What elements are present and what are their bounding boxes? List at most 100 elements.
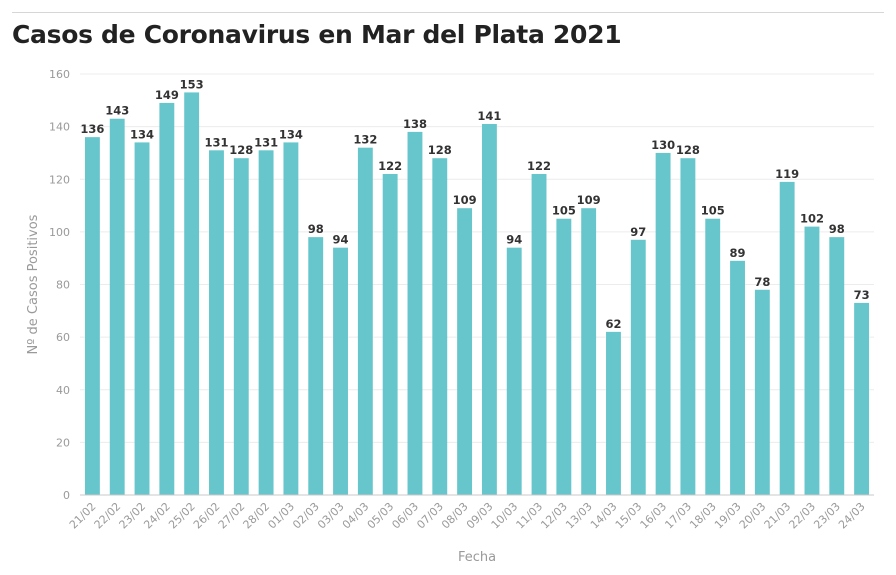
bar (730, 260, 745, 495)
chart-title: Casos de Coronavirus en Mar del Plata 20… (12, 20, 622, 49)
bar (159, 102, 175, 495)
x-tick-label: 20/03 (737, 500, 769, 532)
bar (407, 131, 423, 495)
bar (854, 302, 870, 495)
x-tick-label: 24/03 (836, 500, 868, 532)
bar (432, 158, 448, 495)
top-divider (12, 12, 884, 13)
x-tick-label: 03/03 (315, 500, 347, 532)
y-tick-label: 60 (56, 331, 70, 344)
data-label: 102 (800, 212, 824, 226)
x-tick-label: 06/03 (389, 500, 421, 532)
data-label: 97 (630, 225, 646, 239)
x-tick-label: 25/02 (166, 500, 198, 532)
bar (680, 158, 696, 495)
data-label: 119 (775, 167, 799, 181)
data-label: 109 (453, 193, 477, 207)
data-label: 138 (403, 117, 427, 131)
data-label: 141 (477, 109, 501, 123)
bar (283, 142, 299, 495)
data-label: 134 (130, 127, 154, 141)
y-axis-ticks: 0 20 40 60 80 100 120 140 160 (49, 68, 70, 502)
bar (705, 218, 721, 495)
bar (357, 147, 373, 496)
data-label: 62 (605, 317, 621, 331)
data-label: 98 (308, 222, 324, 236)
y-tick-label: 140 (49, 121, 70, 134)
y-tick-label: 0 (63, 489, 70, 502)
data-label: 131 (204, 135, 228, 149)
data-labels: 1361431341491531311281311349894132122138… (80, 77, 869, 330)
bar (655, 152, 671, 495)
y-tick-label: 160 (49, 68, 70, 81)
x-tick-label: 21/02 (67, 500, 99, 532)
x-tick-label: 27/02 (216, 500, 248, 532)
data-label: 128 (428, 143, 452, 157)
x-axis-title: Fecha (458, 550, 496, 565)
x-tick-label: 13/03 (563, 500, 595, 532)
x-tick-label: 05/03 (365, 500, 397, 532)
x-tick-label: 23/02 (117, 500, 149, 532)
x-tick-label: 02/03 (290, 500, 322, 532)
x-tick-label: 01/03 (265, 500, 297, 532)
bar (184, 92, 200, 495)
x-axis-ticks: 21/0222/0223/0224/0225/0226/0227/0228/02… (67, 500, 868, 532)
bars (84, 92, 870, 496)
data-label: 78 (754, 275, 770, 289)
x-tick-label: 08/03 (439, 500, 471, 532)
bar (829, 237, 845, 495)
x-tick-label: 04/03 (340, 500, 372, 532)
bar (134, 142, 150, 495)
bar (581, 208, 597, 495)
x-tick-label: 18/03 (687, 500, 719, 532)
x-tick-label: 16/03 (638, 500, 670, 532)
bar (606, 331, 621, 495)
bar (506, 247, 522, 495)
bar (556, 218, 572, 495)
data-label: 134 (279, 127, 303, 141)
x-tick-label: 09/03 (464, 500, 496, 532)
bar (308, 237, 324, 495)
data-label: 128 (676, 143, 700, 157)
data-label: 122 (527, 159, 551, 173)
x-tick-label: 11/03 (514, 500, 546, 532)
bar (779, 181, 795, 495)
y-axis-title: Nº de Casos Positivos (26, 214, 41, 354)
bar (754, 289, 770, 495)
bar (531, 173, 547, 496)
x-tick-label: 22/02 (92, 500, 124, 532)
bar (457, 208, 473, 495)
data-label: 94 (506, 233, 522, 247)
data-label: 130 (651, 138, 675, 152)
data-label: 128 (229, 143, 253, 157)
data-label: 131 (254, 135, 278, 149)
x-tick-label: 10/03 (489, 500, 521, 532)
data-label: 122 (378, 159, 402, 173)
y-tick-label: 20 (56, 436, 70, 449)
x-tick-label: 23/03 (811, 500, 843, 532)
x-tick-label: 24/02 (141, 500, 173, 532)
data-label: 105 (552, 204, 576, 218)
bar (333, 247, 348, 495)
bar (481, 123, 497, 496)
data-label: 149 (155, 88, 179, 102)
x-tick-label: 22/03 (786, 500, 818, 532)
bar (84, 137, 100, 495)
y-tick-label: 40 (56, 384, 70, 397)
data-label: 73 (854, 288, 870, 302)
data-label: 132 (353, 133, 377, 147)
data-label: 105 (701, 204, 725, 218)
x-tick-label: 28/02 (241, 500, 273, 532)
bar (630, 239, 646, 495)
data-label: 143 (105, 104, 129, 118)
y-tick-label: 100 (49, 226, 70, 239)
data-label: 153 (180, 77, 204, 91)
data-label: 136 (80, 122, 104, 136)
data-label: 94 (333, 233, 349, 247)
y-tick-label: 120 (49, 173, 70, 186)
y-tick-label: 80 (56, 279, 70, 292)
x-tick-label: 07/03 (414, 500, 446, 532)
bar (258, 150, 274, 495)
x-tick-label: 17/03 (662, 500, 694, 532)
